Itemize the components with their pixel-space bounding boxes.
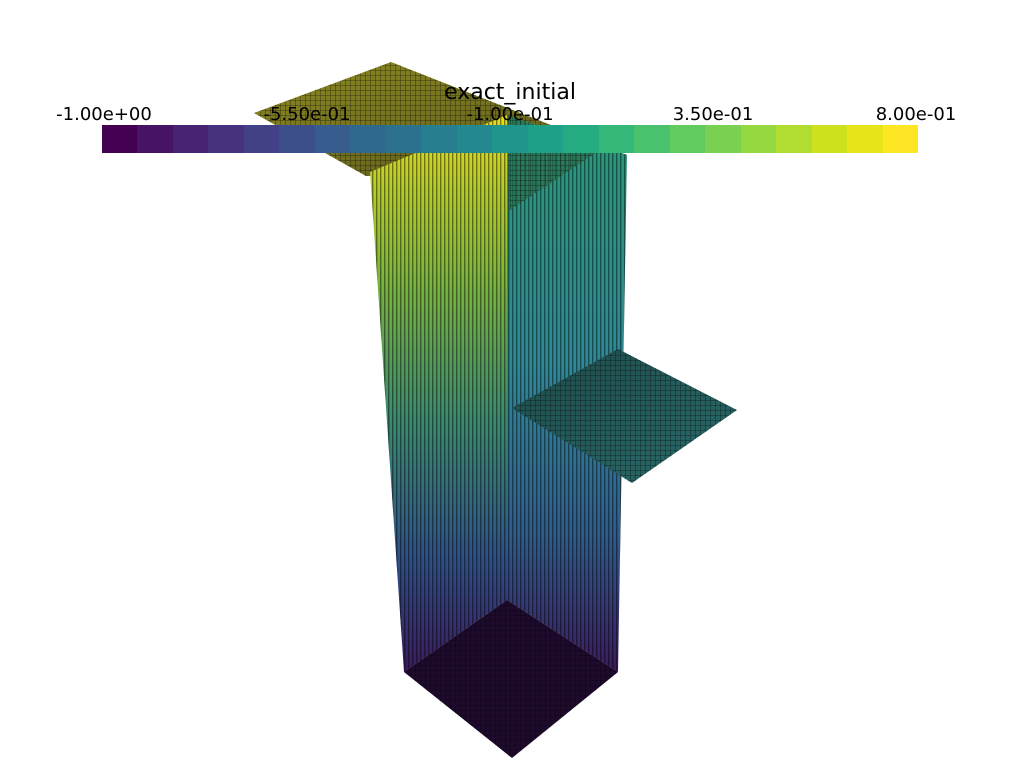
scalar-bar-swatch — [172, 125, 209, 153]
scalar-bar-swatch — [634, 125, 670, 153]
scalar-bar-swatch — [421, 125, 457, 153]
scalar-bar-swatch — [740, 125, 777, 153]
scalar-bar-swatch — [243, 125, 280, 153]
scalar-bar-swatch — [314, 125, 351, 153]
scalar-bar-swatch — [137, 125, 173, 153]
scalar-bar-tick-label: 3.50e-01 — [672, 104, 754, 125]
scalar-bar — [102, 125, 919, 153]
scalar-bar-tick-label: -1.00e-01 — [466, 104, 554, 125]
scalar-bar-swatch — [705, 125, 741, 153]
scalar-bar-swatch — [456, 125, 493, 153]
scalar-bar-swatch — [669, 125, 706, 153]
scalar-bar-swatch — [279, 125, 315, 153]
scalar-bar-swatch — [208, 125, 244, 153]
scalar-bar-swatch — [527, 125, 564, 153]
scalar-bar-swatch — [811, 125, 848, 153]
scalar-bar-swatch — [776, 125, 812, 153]
scalar-bar-title: exact_initial — [444, 80, 576, 105]
scalar-bar-tick-label: -5.50e-01 — [263, 104, 351, 125]
scalar-bar-swatch — [882, 125, 919, 153]
scalar-bar-swatch — [847, 125, 883, 153]
scalar-bar-swatch — [102, 125, 138, 153]
scalar-bar-swatch — [563, 125, 599, 153]
scalar-bar-swatch — [492, 125, 528, 153]
scalar-bar-swatch — [350, 125, 386, 153]
scalar-bar-tick-label: 8.00e-01 — [875, 104, 957, 125]
scalar-bar-tick-label: -1.00e+00 — [56, 104, 152, 125]
scalar-bar-swatch — [598, 125, 635, 153]
scalar-bar-swatch — [385, 125, 422, 153]
